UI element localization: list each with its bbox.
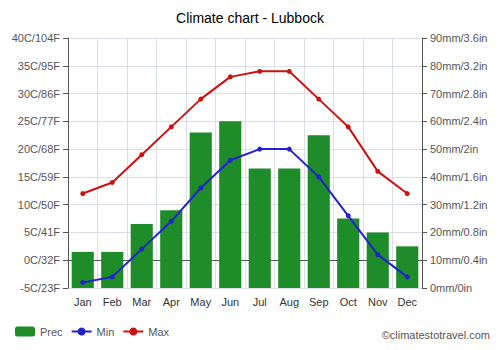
- svg-text:60mm/2.4in: 60mm/2.4in: [430, 115, 487, 127]
- svg-text:30C/86F: 30C/86F: [18, 88, 60, 100]
- svg-text:Oct: Oct: [340, 296, 357, 308]
- svg-text:25C/77F: 25C/77F: [18, 115, 60, 127]
- svg-text:0C/32F: 0C/32F: [24, 254, 60, 266]
- svg-text:40mm/1.6in: 40mm/1.6in: [430, 171, 487, 183]
- svg-text:Nov: Nov: [368, 296, 388, 308]
- svg-text:40C/104F: 40C/104F: [12, 32, 61, 44]
- svg-text:35C/95F: 35C/95F: [18, 60, 60, 72]
- svg-text:50mm/2in: 50mm/2in: [430, 143, 478, 155]
- svg-text:Dec: Dec: [397, 296, 417, 308]
- svg-text:80mm/3.2in: 80mm/3.2in: [430, 60, 487, 72]
- svg-text:10mm/0.4in: 10mm/0.4in: [430, 254, 487, 266]
- svg-text:90mm/3.6in: 90mm/3.6in: [430, 32, 487, 44]
- svg-text:Apr: Apr: [163, 296, 180, 308]
- svg-text:Climate chart - Lubbock: Climate chart - Lubbock: [176, 10, 325, 26]
- svg-text:Prec: Prec: [40, 326, 63, 338]
- svg-text:Feb: Feb: [103, 296, 122, 308]
- svg-text:©climatestotravel.com: ©climatestotravel.com: [382, 329, 490, 341]
- svg-text:Sep: Sep: [309, 296, 329, 308]
- svg-text:May: May: [190, 296, 211, 308]
- svg-text:5C/41F: 5C/41F: [24, 226, 60, 238]
- svg-text:Jan: Jan: [74, 296, 92, 308]
- svg-text:Jun: Jun: [221, 296, 239, 308]
- svg-text:-5C/23F: -5C/23F: [20, 282, 60, 294]
- svg-text:10C/50F: 10C/50F: [18, 199, 60, 211]
- svg-text:Min: Min: [97, 326, 115, 338]
- svg-text:70mm/2.8in: 70mm/2.8in: [430, 88, 487, 100]
- svg-text:Aug: Aug: [279, 296, 299, 308]
- svg-text:15C/59F: 15C/59F: [18, 171, 60, 183]
- svg-text:Max: Max: [148, 326, 169, 338]
- svg-text:Jul: Jul: [253, 296, 267, 308]
- svg-text:Mar: Mar: [132, 296, 151, 308]
- svg-text:30mm/1.2in: 30mm/1.2in: [430, 199, 487, 211]
- svg-text:20mm/0.8in: 20mm/0.8in: [430, 226, 487, 238]
- svg-text:0mm/0in: 0mm/0in: [430, 282, 472, 294]
- svg-text:20C/68F: 20C/68F: [18, 143, 60, 155]
